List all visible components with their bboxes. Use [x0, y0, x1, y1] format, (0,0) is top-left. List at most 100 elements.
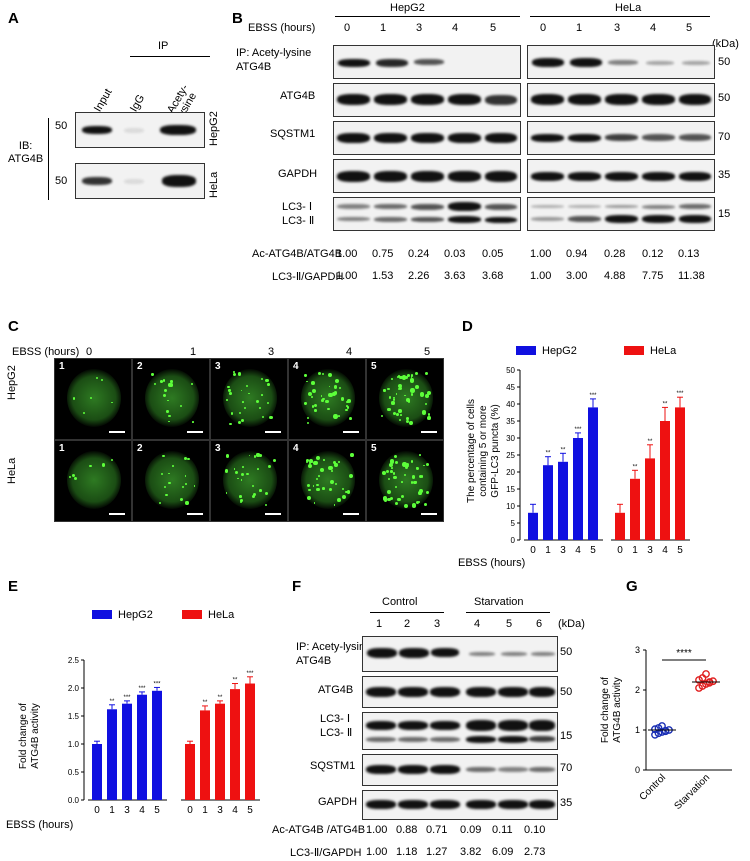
quant-b-hepg2-value: 0.24 — [408, 248, 430, 260]
y-tick-label: 15 — [506, 485, 515, 494]
lane-f-5: 5 — [506, 618, 513, 630]
y-tick-label: 30 — [506, 434, 515, 443]
quant-f-value: 0.11 — [492, 824, 513, 836]
quant-b-hepg2-value: 3.68 — [482, 270, 504, 282]
quant-b-hepg2-value: 0.75 — [372, 248, 394, 260]
data-point — [705, 678, 714, 687]
y-tick-label: 45 — [506, 383, 515, 392]
micrograph-number: 2 — [137, 361, 143, 372]
hour-c-0: 0 — [86, 346, 93, 358]
blot-b-hepg2-lc3 — [333, 197, 521, 231]
x-tick-label: 4 — [575, 545, 581, 556]
panel-label-b: B — [232, 10, 243, 27]
lane-f-3: 3 — [434, 618, 441, 630]
marker-f-50b: 50 — [560, 686, 573, 698]
scale-bar — [109, 513, 125, 515]
y-tick-label: 3 — [635, 645, 640, 655]
quant-b-hela-value: 4.88 — [604, 270, 626, 282]
x-tick-label: 5 — [154, 805, 160, 816]
kda-label-b: (kDa) — [712, 38, 739, 50]
y-tick-label: 1.5 — [68, 712, 80, 721]
quant-f-value: 1.00 — [366, 824, 388, 836]
quant-f-value: 0.88 — [396, 824, 418, 836]
chart-e: 0.0 0.5 1.0 1.5 2.0 2.5 Fold change of ATG4B ac… — [6, 609, 260, 831]
hour-b-hela-1: 1 — [576, 22, 583, 34]
bar — [543, 465, 553, 540]
y-tick-label: 35 — [506, 417, 515, 426]
micrograph-number: 2 — [137, 443, 143, 454]
cell-header-hela-b: HeLa — [615, 2, 642, 14]
x-tick-label: 3 — [560, 545, 566, 556]
blot-f-lc3 — [362, 712, 558, 750]
y-tick-label: 0.0 — [68, 796, 80, 805]
ip-label: IP — [158, 40, 169, 52]
panel-label-e: E — [8, 578, 19, 595]
significance-label: *** — [138, 686, 146, 692]
quant-f-value: 3.82 — [460, 846, 482, 858]
y-tick-label: 40 — [506, 400, 515, 409]
bar — [137, 694, 147, 800]
kda-label-f: (kDa) — [558, 618, 585, 630]
quant-b-hela-value: 11.38 — [678, 270, 705, 282]
blot-f-atg4b — [362, 676, 558, 708]
row-label-gapdh-f: GAPDH — [318, 796, 358, 808]
micrograph-hela-4: 4 — [288, 440, 366, 522]
bar — [573, 438, 583, 540]
data-point — [658, 722, 666, 730]
x-tick-label: 4 — [139, 805, 145, 816]
blot-f-ip-atg4b — [362, 636, 558, 672]
y-tick-label: 0 — [635, 765, 640, 775]
data-point — [702, 670, 710, 678]
quant-b-hepg2-value: 2.26 — [408, 270, 430, 282]
y-axis-label: Fold change of — [18, 703, 29, 769]
scale-bar — [421, 513, 437, 515]
bar — [558, 461, 568, 540]
marker-b-15: 15 — [718, 208, 731, 220]
significance-label: *** — [153, 681, 161, 687]
row-label-sqstm1-f: SQSTM1 — [310, 760, 356, 772]
bar — [107, 709, 117, 800]
significance-label: **** — [676, 648, 692, 659]
significance-label: ** — [218, 695, 223, 701]
quant-b-hela-value: 1.00 — [530, 270, 552, 282]
legend-swatch — [516, 346, 536, 355]
row-label-hela-c: HeLa — [6, 457, 18, 484]
panel-label-a: A — [8, 10, 19, 27]
y-axis-label: The percentage of cells — [466, 399, 477, 503]
row-label-gapdh-b: GAPDH — [278, 168, 318, 180]
bar — [245, 683, 255, 800]
x-tick-label: Control — [638, 772, 669, 803]
y-tick-label: 1.0 — [68, 740, 80, 749]
quant-b-hepg2-value: 0.05 — [482, 248, 504, 260]
bar — [122, 703, 132, 800]
significance-label: *** — [123, 695, 131, 701]
micrograph-hela-0: 1 — [54, 440, 132, 522]
panel-label-d: D — [462, 318, 473, 335]
lane-f-1: 1 — [376, 618, 383, 630]
micrograph-number: 1 — [59, 361, 65, 372]
y-tick-label: 25 — [506, 451, 515, 460]
row-label-atg4b-f: ATG4B — [318, 684, 354, 696]
micrograph-hela-1: 2 — [132, 440, 210, 522]
blot-b-hela-sqstm1 — [527, 121, 715, 155]
significance-label: *** — [574, 427, 582, 433]
hour-c-1: 1 — [190, 346, 197, 358]
significance-label: ** — [233, 678, 238, 684]
hour-b-hela-4: 4 — [650, 22, 657, 34]
y-tick-label: 10 — [506, 502, 515, 511]
bar — [200, 710, 210, 800]
marker-b-50b: 50 — [718, 92, 731, 104]
significance-label: ** — [663, 401, 668, 407]
row-label-hepg2-c: HepG2 — [6, 365, 18, 400]
quant-label-b-ac: Ac-ATG4B/ATG4B — [252, 248, 343, 260]
ebss-label-c: EBSS (hours) — [12, 346, 80, 358]
y-axis-label: containing 5 or more — [478, 405, 489, 497]
quant-b-hela-value: 7.75 — [642, 270, 664, 282]
significance-label: *** — [246, 671, 254, 677]
significance-label: ** — [110, 699, 115, 705]
micrograph-hela-5: 5 — [366, 440, 444, 522]
x-tick-label: 0 — [94, 805, 100, 816]
quant-b-hela-value: 1.00 — [530, 248, 552, 260]
data-point — [651, 725, 659, 734]
hour-b-hepg2-4: 4 — [452, 22, 459, 34]
